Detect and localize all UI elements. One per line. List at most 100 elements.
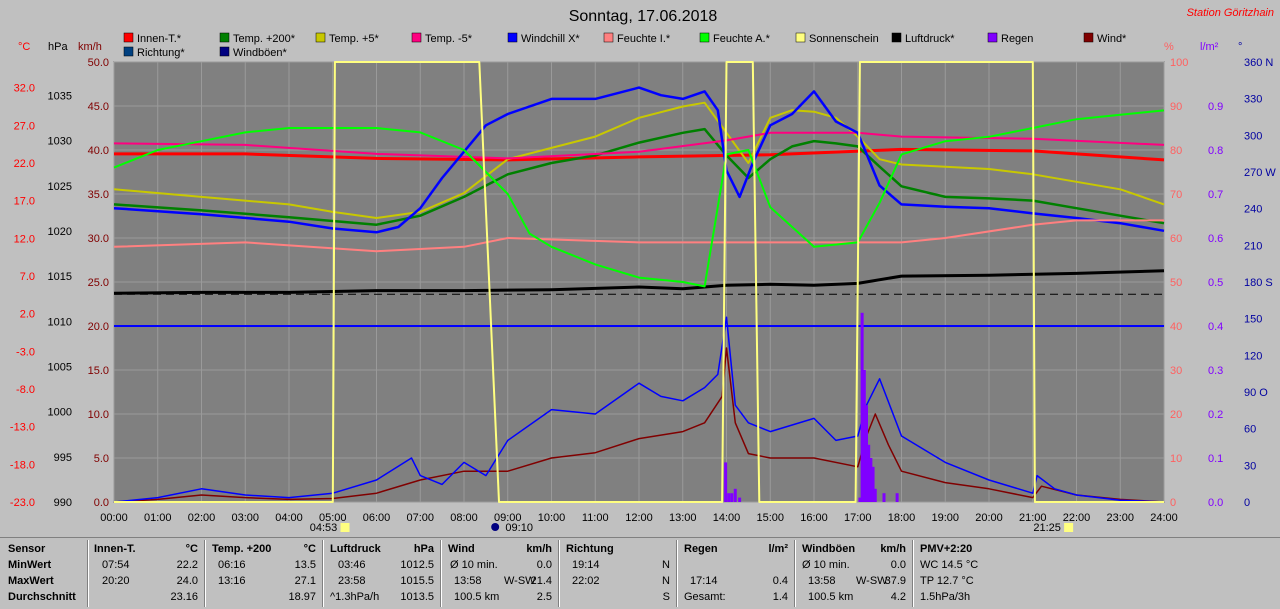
boeen-distance: 100.5 km [808, 591, 854, 603]
legend-swatch [219, 32, 230, 43]
pmv-windchill: WC 14.5 °C [920, 559, 979, 571]
direction-tick-label: 120 [1244, 350, 1262, 362]
temp-tick-label: -18.0 [10, 459, 35, 471]
rain-bar [730, 493, 734, 502]
pmv-title: PMV+2:20 [920, 543, 973, 555]
wind-avg: 2.5 [536, 591, 552, 603]
humidity-tick-label: 40 [1170, 321, 1182, 333]
humidity-tick-label: 0 [1170, 497, 1176, 509]
richtung-max-time: 22:02 [572, 575, 600, 587]
legend-label: Feuchte I.* [617, 33, 671, 45]
pressure-tick-label: 1005 [48, 361, 72, 373]
humidity-tick-label: 10 [1170, 453, 1182, 465]
wind-tick-label: 20.0 [88, 321, 109, 333]
pressure-axis-unit: hPa [48, 41, 68, 53]
wind-tick-label: 10.0 [88, 409, 109, 421]
temp-tick-label: -23.0 [10, 497, 35, 509]
separator [794, 540, 796, 607]
statistics-panel: Sensor MinWert MaxWert Durchschnitt Inne… [0, 537, 1280, 609]
humidity-tick-label: 60 [1170, 233, 1182, 245]
separator [912, 540, 914, 607]
time-tick-label: 20:00 [975, 512, 1003, 524]
time-tick-label: 18:00 [888, 512, 916, 524]
wind-max-dir: W-SW [504, 575, 536, 587]
row-label-min: MinWert [8, 559, 52, 571]
legend-swatch [603, 32, 614, 43]
time-tick-label: 05:00 [319, 512, 347, 524]
row-label-max: MaxWert [8, 575, 54, 587]
innen-title: Innen-T. [94, 543, 136, 555]
pressure-tick-label: 990 [54, 497, 72, 509]
luftdruck-unit: hPa [413, 543, 434, 555]
rain-bar [869, 458, 873, 502]
moon-time: 09:10 [505, 522, 533, 534]
temp-axis-unit: °C [18, 41, 30, 53]
series-line [113, 131, 1165, 160]
rain-bar [865, 405, 868, 502]
series-line [113, 86, 1165, 234]
luftdruck-min: 1012.5 [400, 559, 434, 571]
legend: Innen-T.* Temp. +200* Temp. +5* Temp. -5* Wi… [123, 32, 1127, 59]
legend-swatch [123, 32, 134, 43]
time-tick-label: 08:00 [450, 512, 478, 524]
innen-max: 24.0 [176, 575, 198, 587]
wind-avg10-label: Ø 10 min. [450, 559, 498, 571]
rain-bar [862, 370, 866, 502]
direction-tick-label: 330 [1244, 94, 1262, 106]
data-series [113, 61, 1165, 503]
humidity-axis-unit: % [1164, 41, 1174, 53]
legend-label: Feuchte A.* [713, 33, 771, 45]
time-tick-label: 14:00 [713, 512, 741, 524]
station-name: Station Göritzhain [1187, 7, 1274, 19]
stats-wind: Wind km/h Ø 10 min. 0.0 13:58 W-SW 21.4 … [442, 538, 558, 609]
wind-unit: km/h [526, 543, 552, 555]
luftdruck-max: 1015.5 [400, 575, 434, 587]
time-tick-label: 07:00 [406, 512, 434, 524]
pressure-tick-label: 1000 [48, 407, 72, 419]
wind-tick-label: 50.0 [88, 57, 109, 69]
stats-regen: Regen l/m² 17:14 0.4 Gesamt: 1.4 [678, 538, 794, 609]
legend-label: Sonnenschein [809, 33, 879, 45]
wind-tick-label: 15.0 [88, 365, 109, 377]
row-label-sensor: Sensor [8, 543, 46, 555]
legend-swatch [987, 32, 998, 43]
legend-swatch [699, 32, 710, 43]
rain-tick-label: 0.6 [1208, 233, 1223, 245]
direction-axis-unit: ° [1238, 41, 1242, 53]
pressure-tick-label: 1010 [48, 316, 72, 328]
legend-label: Innen-T.* [137, 33, 182, 45]
regen-total: 1.4 [772, 591, 788, 603]
direction-tick-label: 0 [1244, 497, 1250, 509]
time-tick-label: 17:00 [844, 512, 872, 524]
rain-tick-label: 0.5 [1208, 277, 1223, 289]
pressure-tick-label: 1030 [48, 136, 72, 148]
pmv-pressure-trend: 1.5hPa/3h [920, 591, 971, 603]
temp-tick-label: 22.0 [14, 158, 35, 170]
row-label-avg: Durchschnitt [8, 591, 76, 603]
pressure-tick-label: 1020 [48, 226, 72, 238]
rain-bar [858, 497, 862, 502]
time-tick-label: 06:00 [363, 512, 391, 524]
innen-unit: °C [185, 543, 198, 555]
legend-swatch [795, 32, 806, 43]
richtung-max: N [662, 575, 670, 587]
boeen-max: 37.9 [884, 575, 906, 587]
boeen-max-dir: W-SW [856, 575, 888, 587]
sunset-time: 21:25 [1033, 522, 1061, 534]
time-tick-label: 24:00 [1150, 512, 1178, 524]
series-line [113, 127, 1165, 226]
rain-bar [873, 488, 877, 502]
rain-tick-label: 0.8 [1208, 145, 1223, 157]
direction-tick-label: 150 [1244, 314, 1262, 326]
series-line [114, 147, 1165, 162]
wind-title: Wind [448, 543, 475, 555]
time-tick-label: 19:00 [931, 512, 959, 524]
direction-tick-label: 30 [1244, 460, 1256, 472]
direction-tick-label: 60 [1244, 424, 1256, 436]
boeen-avg10: 0.0 [890, 559, 906, 571]
direction-tick-label: 180 S [1244, 277, 1273, 289]
temp-tick-label: -3.0 [16, 346, 35, 358]
time-tick-label: 21:00 [1019, 512, 1047, 524]
innen-avg: 23.16 [170, 591, 198, 603]
separator [558, 540, 560, 607]
